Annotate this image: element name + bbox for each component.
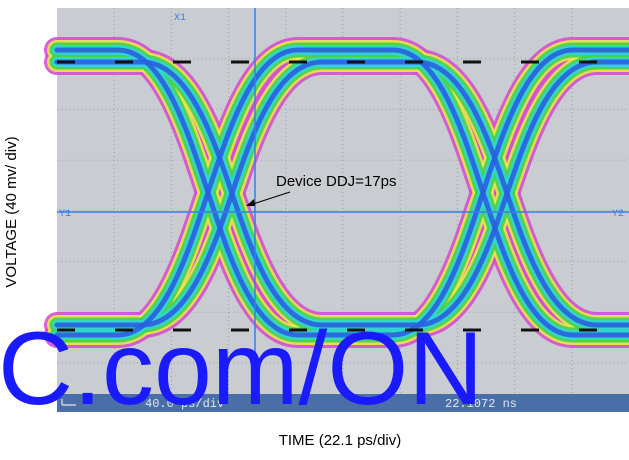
x-axis-label: TIME (22.1 ps/div) bbox=[279, 432, 402, 449]
eye-diagram-screenshot: X1 Y1 Y2 2 40.0 ps/div 22.1072 ns Device… bbox=[0, 0, 629, 460]
y-axis-label: VOLTAGE (40 mv/ div) bbox=[3, 136, 20, 287]
watermark: C.com/ON bbox=[0, 311, 483, 427]
cursor-label: X1 bbox=[174, 13, 186, 24]
cursor-label: Y1 bbox=[59, 209, 71, 220]
cursor-label: Y2 bbox=[612, 209, 624, 220]
annotation: Device DDJ=17ps bbox=[276, 173, 396, 190]
